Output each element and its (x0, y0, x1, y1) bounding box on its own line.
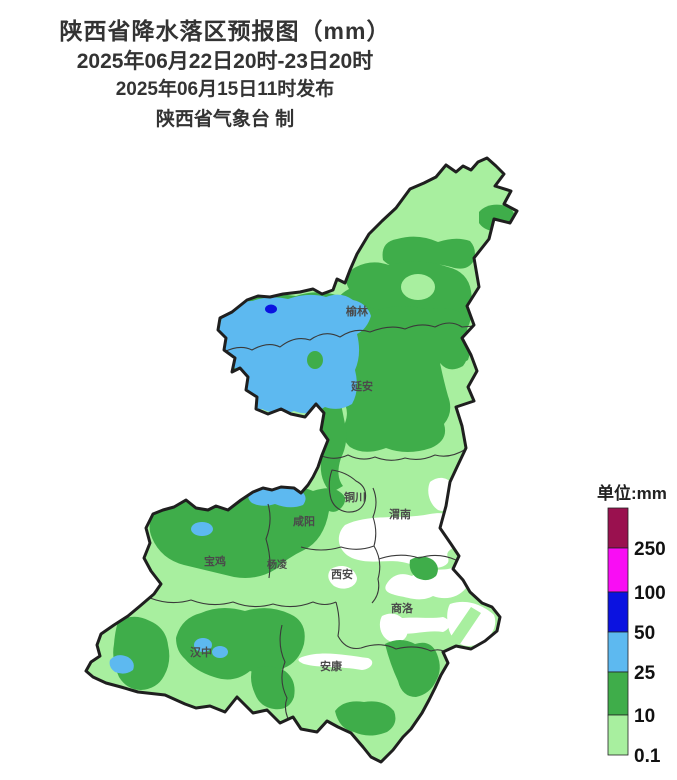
legend-tick-01: 0.1 (634, 746, 661, 767)
city-label-hanzhong: 汉中 (190, 645, 212, 659)
zone-rain-25-50 (109, 294, 371, 674)
legend-swatch-01 (607, 714, 629, 756)
city-labels: 榆林 延安 铜川 渭南 咸阳 宝鸡 杨凌 西安 商洛 汉中 安康 (190, 304, 414, 673)
city-label-weinan: 渭南 (389, 507, 411, 521)
city-label-tongchuan: 铜川 (343, 490, 366, 504)
legend-swatch-10 (607, 671, 629, 716)
city-label-xian: 西安 (331, 567, 353, 581)
city-label-yanan: 延安 (350, 379, 373, 393)
page-title: 陕西省降水落区预报图（mm） (59, 18, 391, 44)
city-label-baoji: 宝鸡 (204, 554, 226, 568)
zone-rain-10-25-spot (307, 351, 323, 369)
legend-swatch-25 (607, 631, 629, 673)
city-label-yulin: 榆林 (346, 304, 368, 318)
producer: 陕西省气象台 制 (155, 108, 295, 130)
legend-tick-50: 50 (634, 623, 655, 644)
legend-swatch-50 (607, 591, 629, 633)
prefecture-borders (149, 322, 475, 728)
province-border (84, 156, 519, 764)
zone-rain-50-100 (265, 304, 277, 314)
legend: 单位:mm 250 100 50 25 10 0.1 (597, 483, 667, 767)
issue-time: 2025年06月15日11时发布 (115, 79, 335, 101)
zone-rain-0-10-overlay (401, 274, 481, 650)
legend-swatch-100 (607, 547, 629, 593)
legend-tick-25: 25 (634, 663, 656, 684)
city-label-shangluo: 商洛 (391, 601, 414, 615)
legend-title: 单位:mm (597, 483, 667, 503)
city-label-yangling: 杨凌 (267, 558, 288, 571)
city-label-ankang: 安康 (320, 659, 343, 673)
legend-tick-250: 250 (634, 539, 666, 560)
valid-period: 2025年06月22日20时-23日20时 (76, 50, 374, 74)
legend-swatch-250 (607, 507, 629, 549)
city-label-xianyang: 咸阳 (293, 514, 315, 528)
legend-tick-100: 100 (634, 583, 666, 604)
header: 陕西省降水落区预报图（mm） 2025年06月22日20时-23日20时 202… (25, 16, 425, 134)
legend-tick-10: 10 (634, 706, 655, 727)
